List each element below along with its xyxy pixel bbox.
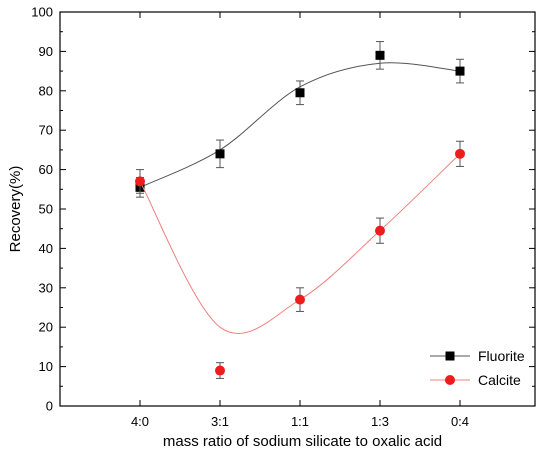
x-tick-label: 3:1 (211, 414, 229, 429)
calcite-point (295, 294, 305, 305)
legend-label-calcite: Calcite (478, 372, 521, 388)
y-tick-label: 10 (39, 359, 53, 374)
legend-marker-calcite (445, 375, 455, 385)
x-tick-label: 4:0 (131, 414, 149, 429)
calcite-point (455, 148, 465, 159)
y-tick-label: 40 (39, 241, 53, 256)
legend-label-fluorite: Fluorite (478, 348, 525, 364)
fluorite-point (375, 50, 385, 60)
fluorite-point (295, 88, 305, 98)
y-tick-label: 20 (39, 320, 53, 335)
x-tick-label: 0:4 (451, 414, 469, 429)
calcite-point (375, 225, 385, 236)
y-tick-label: 60 (39, 162, 53, 177)
calcite-point (215, 365, 225, 376)
y-axis-title: Recovery(%) (7, 166, 24, 253)
y-tick-label: 80 (39, 83, 53, 98)
plot-area: 0 10 20 30 40 50 60 70 80 90 100 4:0 3:1 1:1 1:3 0:4 (31, 5, 536, 429)
x-axis-title: mass ratio of sodium silicate to oxalic … (163, 433, 442, 450)
y-tick-label: 50 (39, 202, 53, 217)
x-tick-label: 1:3 (371, 414, 389, 429)
legend: Fluorite Calcite (430, 348, 525, 388)
legend-marker-fluorite (445, 351, 455, 361)
y-tick-label: 0 (46, 399, 53, 414)
fluorite-point (455, 66, 465, 76)
y-tick-label: 100 (31, 5, 53, 20)
x-tick-label: 1:1 (291, 414, 309, 429)
y-tick-label: 70 (39, 123, 53, 138)
y-tick-label: 90 (39, 44, 53, 59)
fluorite-point (215, 149, 225, 159)
y-tick-label: 30 (39, 280, 53, 295)
calcite-point (135, 176, 145, 187)
